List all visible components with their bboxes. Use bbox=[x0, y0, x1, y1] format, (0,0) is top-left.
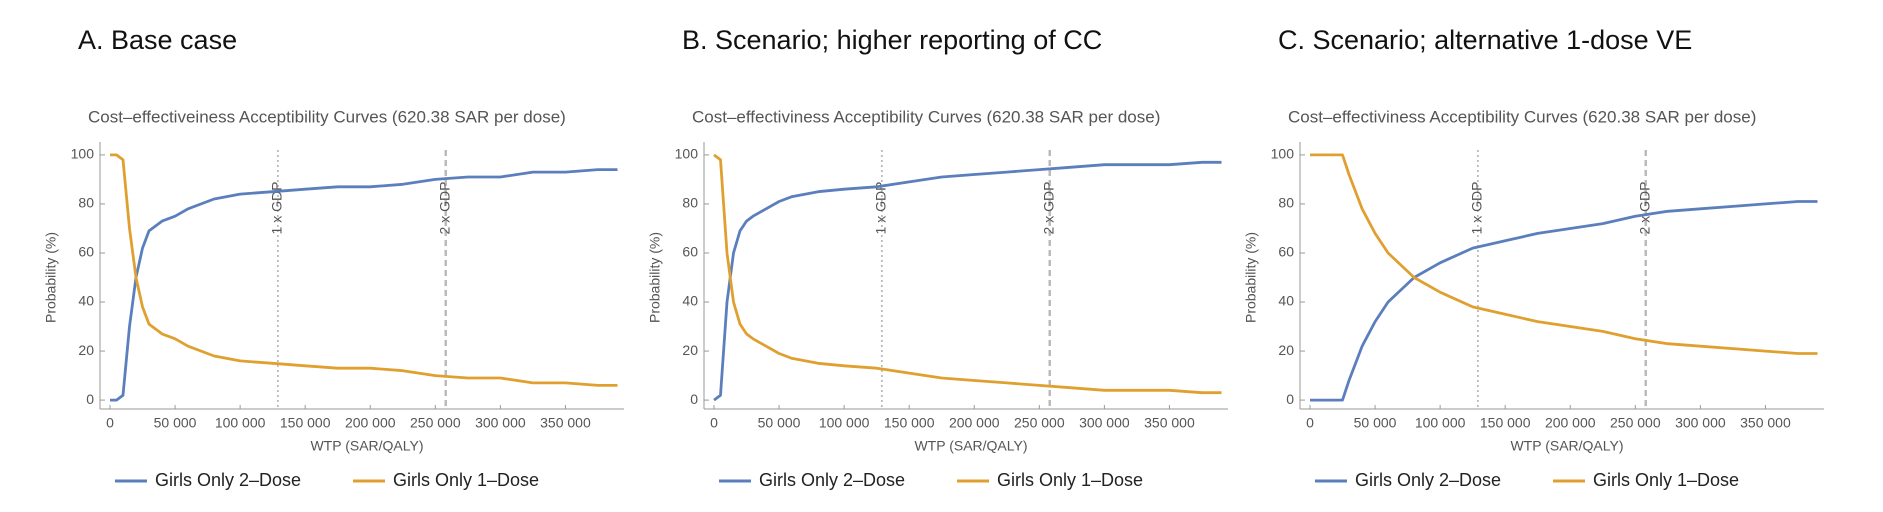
panel: B. Scenario; higher reporting of CC Cost–… bbox=[647, 25, 1228, 490]
x-tick-label: 0 bbox=[710, 415, 718, 431]
x-tick-label: 50 000 bbox=[154, 415, 197, 431]
y-tick-label: 80 bbox=[682, 195, 698, 211]
x-tick-label: 300 000 bbox=[475, 415, 526, 431]
x-tick-label: 350 000 bbox=[1144, 415, 1195, 431]
x-axis-label: WTP (SAR/QALY) bbox=[1510, 438, 1623, 454]
panel: C. Scenario; alternative 1-dose VE Cost–e… bbox=[1243, 25, 1824, 490]
x-tick-label: 150 000 bbox=[1480, 415, 1531, 431]
panel-label: B. Scenario; higher reporting of CC bbox=[682, 25, 1102, 55]
x-tick-label: 50 000 bbox=[1354, 415, 1397, 431]
legend-label: Girls Only 2–Dose bbox=[155, 470, 301, 490]
x-tick-label: 300 000 bbox=[1675, 415, 1726, 431]
x-tick-label: 250 000 bbox=[1610, 415, 1661, 431]
x-tick-label: 100 000 bbox=[819, 415, 870, 431]
x-tick-label: 250 000 bbox=[410, 415, 461, 431]
series-line bbox=[110, 153, 618, 387]
y-tick-label: 20 bbox=[1278, 342, 1294, 358]
y-axis-label: Probability (%) bbox=[43, 232, 59, 323]
chart-title: Cost–effectiviness Acceptibility Curves … bbox=[692, 107, 1160, 126]
x-tick-label: 100 000 bbox=[1415, 415, 1466, 431]
y-tick-label: 20 bbox=[78, 342, 94, 358]
x-tick-label: 250 000 bbox=[1014, 415, 1065, 431]
y-tick-label: 0 bbox=[690, 391, 698, 407]
y-tick-label: 0 bbox=[1286, 391, 1294, 407]
y-tick-label: 40 bbox=[1278, 293, 1294, 309]
x-tick-label: 0 bbox=[106, 415, 114, 431]
y-axis-label: Probability (%) bbox=[1243, 232, 1259, 323]
x-tick-label: 0 bbox=[1306, 415, 1314, 431]
gdp-label: 2 x GDP bbox=[436, 182, 452, 235]
panel-label: C. Scenario; alternative 1-dose VE bbox=[1278, 25, 1692, 55]
legend-label: Girls Only 1–Dose bbox=[997, 470, 1143, 490]
x-tick-label: 200 000 bbox=[345, 415, 396, 431]
x-tick-label: 200 000 bbox=[1545, 415, 1596, 431]
series-line bbox=[110, 168, 618, 402]
legend-label: Girls Only 1–Dose bbox=[393, 470, 539, 490]
y-tick-label: 40 bbox=[682, 293, 698, 309]
panel: A. Base case Cost–effectiveiness Acceptib… bbox=[43, 25, 624, 490]
y-tick-label: 100 bbox=[71, 146, 95, 162]
y-tick-label: 60 bbox=[78, 244, 94, 260]
y-tick-label: 0 bbox=[86, 391, 94, 407]
gdp-label: 1 x GDP bbox=[1469, 182, 1485, 235]
gdp-label: 1 x GDP bbox=[269, 182, 285, 235]
series-line bbox=[1310, 200, 1818, 402]
gdp-label: 2 x GDP bbox=[1636, 182, 1652, 235]
chart-title: Cost–effectiviness Acceptibility Curves … bbox=[1288, 107, 1756, 126]
x-tick-label: 200 000 bbox=[949, 415, 1000, 431]
legend-label: Girls Only 1–Dose bbox=[1593, 470, 1739, 490]
legend-label: Girls Only 2–Dose bbox=[759, 470, 905, 490]
x-axis-label: WTP (SAR/QALY) bbox=[310, 438, 423, 454]
x-tick-label: 100 000 bbox=[215, 415, 266, 431]
y-tick-label: 80 bbox=[78, 195, 94, 211]
y-axis-label: Probability (%) bbox=[647, 232, 663, 323]
y-tick-label: 40 bbox=[78, 293, 94, 309]
x-axis-label: WTP (SAR/QALY) bbox=[914, 438, 1027, 454]
x-tick-label: 350 000 bbox=[540, 415, 591, 431]
panel-label: A. Base case bbox=[78, 25, 237, 55]
x-tick-label: 50 000 bbox=[758, 415, 801, 431]
series-line bbox=[713, 153, 1222, 395]
legend-label: Girls Only 2–Dose bbox=[1355, 470, 1501, 490]
series-line bbox=[1310, 153, 1818, 355]
y-tick-label: 100 bbox=[1271, 146, 1295, 162]
x-tick-label: 150 000 bbox=[884, 415, 935, 431]
x-tick-label: 350 000 bbox=[1740, 415, 1791, 431]
y-tick-label: 60 bbox=[682, 244, 698, 260]
y-tick-label: 80 bbox=[1278, 195, 1294, 211]
y-tick-label: 20 bbox=[682, 342, 698, 358]
gdp-label: 2 x GDP bbox=[1040, 182, 1056, 235]
y-tick-label: 100 bbox=[675, 146, 699, 162]
gdp-label: 1 x GDP bbox=[873, 182, 889, 235]
series-line bbox=[713, 160, 1222, 402]
x-tick-label: 150 000 bbox=[280, 415, 331, 431]
x-tick-label: 300 000 bbox=[1079, 415, 1130, 431]
chart-title: Cost–effectiveiness Acceptibility Curves… bbox=[88, 107, 566, 126]
y-tick-label: 60 bbox=[1278, 244, 1294, 260]
